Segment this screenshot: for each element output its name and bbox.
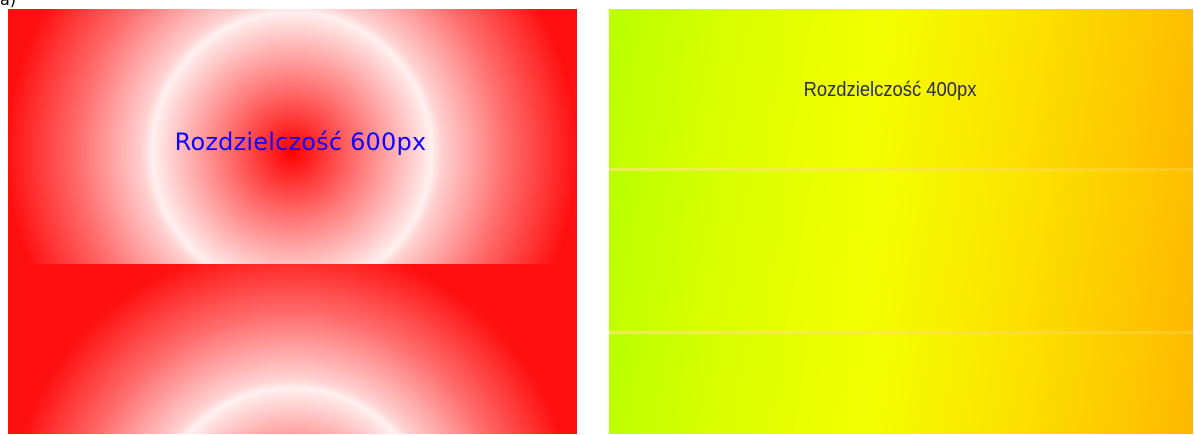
gradient-band-middle	[609, 169, 1193, 332]
resolution-label-400: Rozdzielczość 400px	[803, 79, 977, 101]
gradient-band-bottom	[609, 332, 1193, 434]
band-seam-2	[609, 331, 1193, 334]
gradient-image-600px: Rozdzielczość 600px	[8, 9, 577, 434]
resolution-label-600: Rozdzielczość 600px	[174, 128, 427, 156]
gradient-image-400px: Rozdzielczość 400px	[609, 9, 1193, 434]
figure-caption: a)	[0, 0, 16, 9]
gradient-band-top	[609, 9, 1193, 169]
band-seam-1	[609, 168, 1193, 171]
